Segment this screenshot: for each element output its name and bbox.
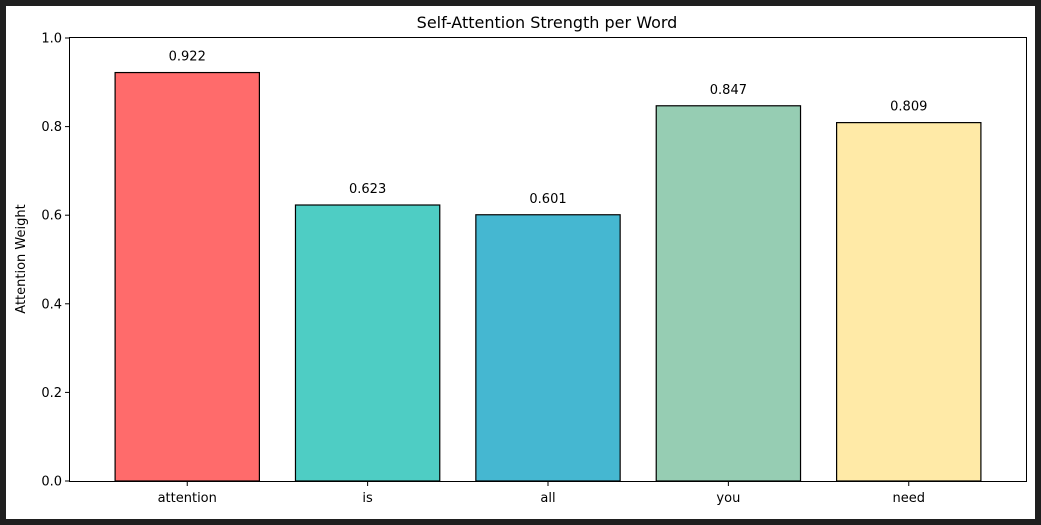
data-label-all: 0.601 (529, 192, 566, 207)
data-label-you: 0.847 (710, 83, 747, 98)
bar-attention (114, 71, 260, 482)
y-tick-label: 1.0 (41, 32, 62, 47)
y-tick-label: 0.8 (41, 120, 62, 135)
bar-all (475, 214, 621, 482)
bar-you (655, 105, 802, 482)
y-tick-label: 0.2 (41, 386, 62, 401)
x-tick-label-you: you (716, 491, 740, 506)
chart-frame: Self-Attention Strength per Word 0.0 0.2 0… (6, 6, 1035, 519)
x-axis: attention is all you need (158, 481, 925, 506)
y-axis-label: Attention Weight (14, 204, 29, 313)
x-tick-label-is: is (362, 491, 373, 506)
bar-chart: Self-Attention Strength per Word 0.00.20… (14, 13, 1027, 506)
data-label-attention: 0.922 (169, 50, 206, 65)
bar-is (294, 204, 441, 482)
x-tick-label-need: need (893, 491, 926, 506)
bars-group: 0.922 0.623 0.601 0.847 0.809 (114, 50, 982, 482)
y-tick-label: 0.4 (41, 297, 62, 312)
data-label-is: 0.623 (349, 182, 386, 197)
y-tick-label: 0.0 (41, 475, 62, 490)
plot-area-frame (69, 37, 1027, 482)
y-tick-label: 0.6 (41, 209, 62, 224)
bar-need (836, 122, 982, 482)
x-tick-label-all: all (540, 491, 555, 506)
data-label-need: 0.809 (890, 100, 927, 115)
x-tick-label-attention: attention (158, 491, 217, 506)
chart-title: Self-Attention Strength per Word (417, 13, 678, 32)
y-axis: 0.0 0.2 0.4 0.6 0.8 1.0 (41, 32, 70, 490)
